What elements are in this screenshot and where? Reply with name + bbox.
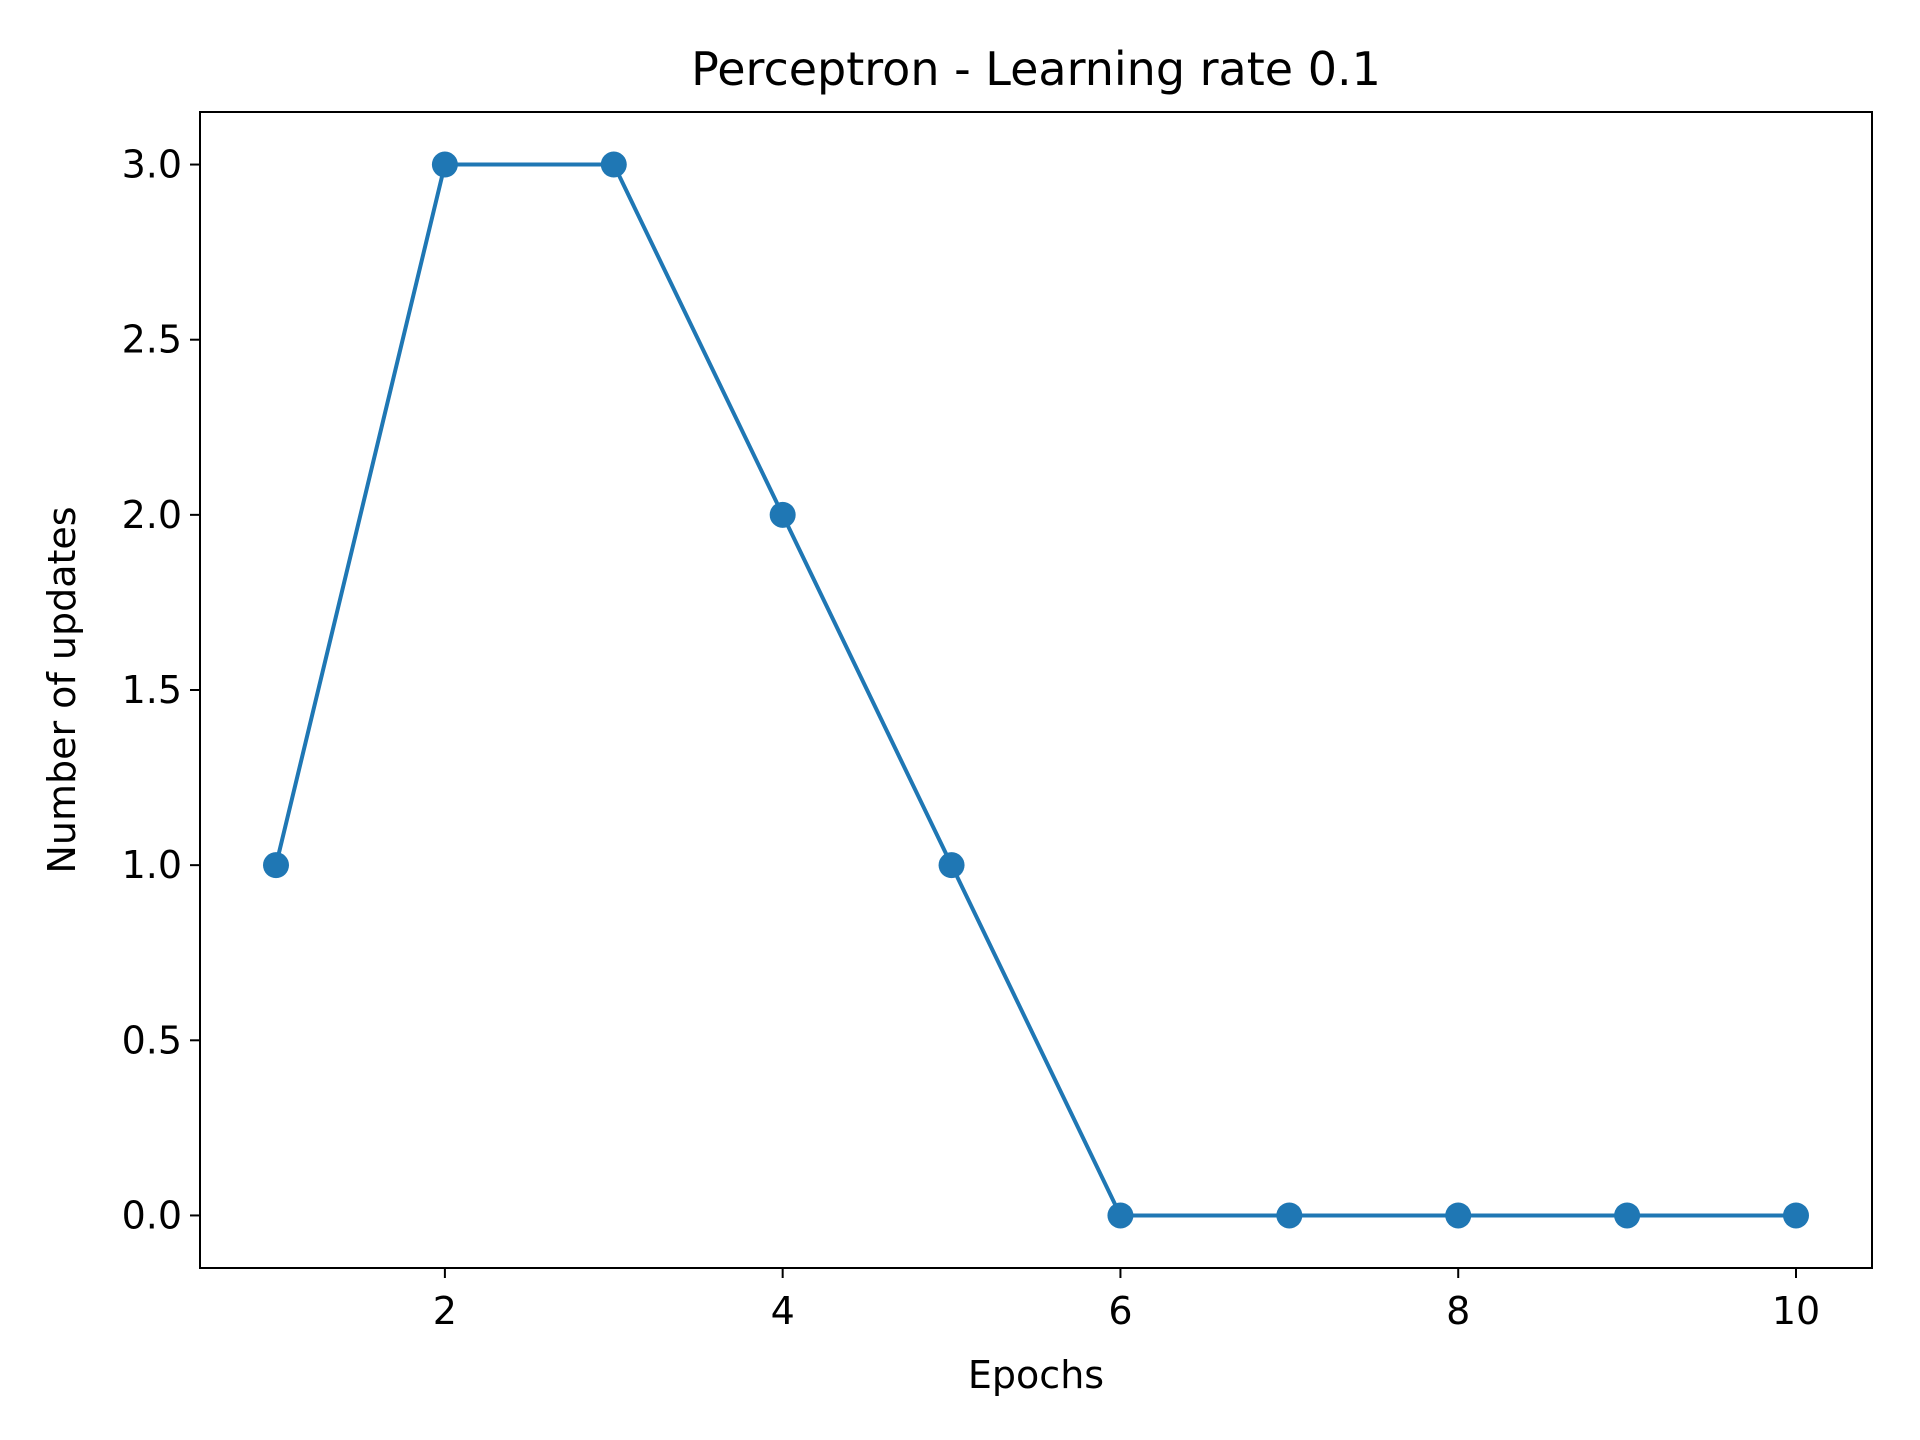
x-tick-label: 2	[433, 1289, 457, 1333]
x-tick-label: 6	[1108, 1289, 1132, 1333]
x-tick-label: 10	[1772, 1289, 1820, 1333]
data-point	[1614, 1202, 1641, 1229]
y-tick-label: 0.5	[122, 1018, 182, 1062]
data-point	[1107, 1202, 1134, 1229]
x-tick-label: 8	[1446, 1289, 1470, 1333]
data-point	[769, 501, 796, 528]
series-layer	[263, 151, 1809, 1229]
series-line	[274, 162, 1796, 1218]
y-axis-ticks: 0.0 0.5 1.0 1.5 2.0 2.5 3.0	[122, 143, 200, 1237]
data-point	[1445, 1202, 1472, 1229]
x-axis-ticks: 2 4 6 8 10	[433, 1268, 1820, 1333]
y-axis-label: Number of updates	[40, 506, 84, 873]
data-point	[1783, 1202, 1809, 1229]
plot-area-frame	[199, 111, 1873, 1269]
data-point	[600, 151, 627, 178]
y-tick-label: 2.0	[122, 493, 182, 537]
x-axis-label: Epochs	[968, 1353, 1104, 1397]
data-point	[1276, 1202, 1303, 1229]
y-tick-label: 3.0	[122, 143, 182, 187]
chart-title: Perceptron - Learning rate 0.1	[691, 42, 1381, 96]
data-point	[938, 852, 965, 879]
y-tick-label: 1.5	[122, 668, 182, 712]
data-point	[431, 151, 458, 178]
data-point	[263, 852, 289, 879]
y-tick-label: 0.0	[122, 1193, 182, 1237]
y-tick-label: 1.0	[122, 843, 182, 887]
x-tick-label: 4	[771, 1289, 795, 1333]
y-tick-label: 2.5	[122, 318, 182, 362]
